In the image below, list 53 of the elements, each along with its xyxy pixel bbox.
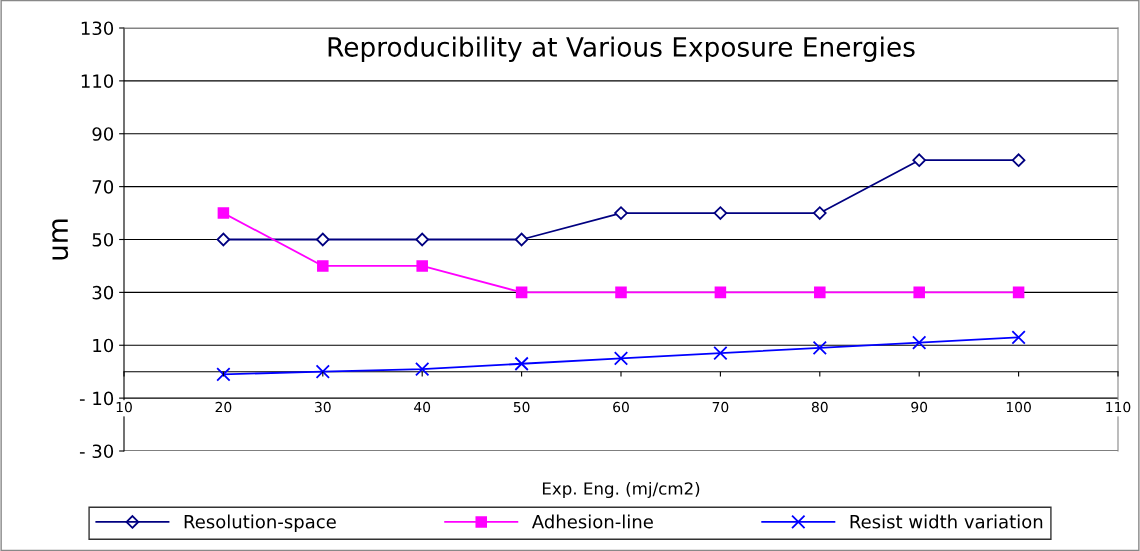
point	[217, 207, 230, 219]
legend-label: Resolution-space	[184, 514, 336, 532]
point	[912, 153, 926, 167]
legend-label: Adhesion-line	[531, 514, 653, 529]
x-tick-label: 60	[613, 401, 629, 413]
x-tick-label: 110	[1106, 401, 1131, 413]
point	[615, 286, 627, 299]
point	[415, 361, 430, 377]
point	[912, 335, 927, 350]
point	[415, 232, 429, 247]
point	[315, 364, 330, 379]
point	[514, 356, 529, 371]
point	[514, 232, 529, 247]
y-tick-label: - 30	[79, 444, 114, 459]
x-tick-label: 10	[116, 401, 132, 413]
y-tick-label: 130	[81, 21, 114, 36]
x-tick-label: 30	[315, 401, 331, 413]
point	[813, 206, 827, 220]
point	[216, 367, 231, 382]
y-tick-label: 30	[92, 285, 114, 300]
x-tick-label: 20	[215, 401, 232, 413]
point	[614, 206, 628, 220]
y-tick-label: 110	[81, 74, 114, 88]
x-tick-label: 90	[911, 401, 928, 413]
point	[713, 346, 728, 361]
y-tick-label: - 10	[79, 391, 114, 406]
point	[812, 340, 827, 356]
point	[814, 286, 826, 299]
x-axis-title: Exp. Eng. (mj/cm2)	[542, 481, 700, 499]
point	[613, 351, 629, 366]
y-tick-label: 90	[92, 127, 114, 141]
chart-title: Reproducibility at Various Exposure Energies	[328, 36, 915, 62]
x-tick-label: 70	[712, 401, 729, 413]
x-tick-label: 100	[1006, 401, 1031, 413]
point	[713, 206, 728, 220]
point	[515, 286, 528, 299]
y-axis-title: um	[52, 219, 69, 260]
point	[913, 286, 925, 299]
point	[317, 260, 329, 272]
x-tick-label: 50	[513, 401, 530, 413]
y-tick-label: 10	[93, 338, 114, 353]
y-tick-label: 70	[92, 180, 114, 194]
point	[416, 260, 428, 272]
y-tick-label: 50	[92, 232, 114, 247]
point	[1011, 330, 1026, 345]
point	[216, 232, 231, 247]
point	[1012, 286, 1025, 299]
x-tick-label: 40	[414, 401, 431, 413]
x-tick-label: 80	[811, 401, 828, 413]
point	[316, 232, 330, 247]
point	[1011, 153, 1026, 167]
legend-label: Resist width variation	[850, 514, 1043, 529]
point	[714, 286, 727, 299]
